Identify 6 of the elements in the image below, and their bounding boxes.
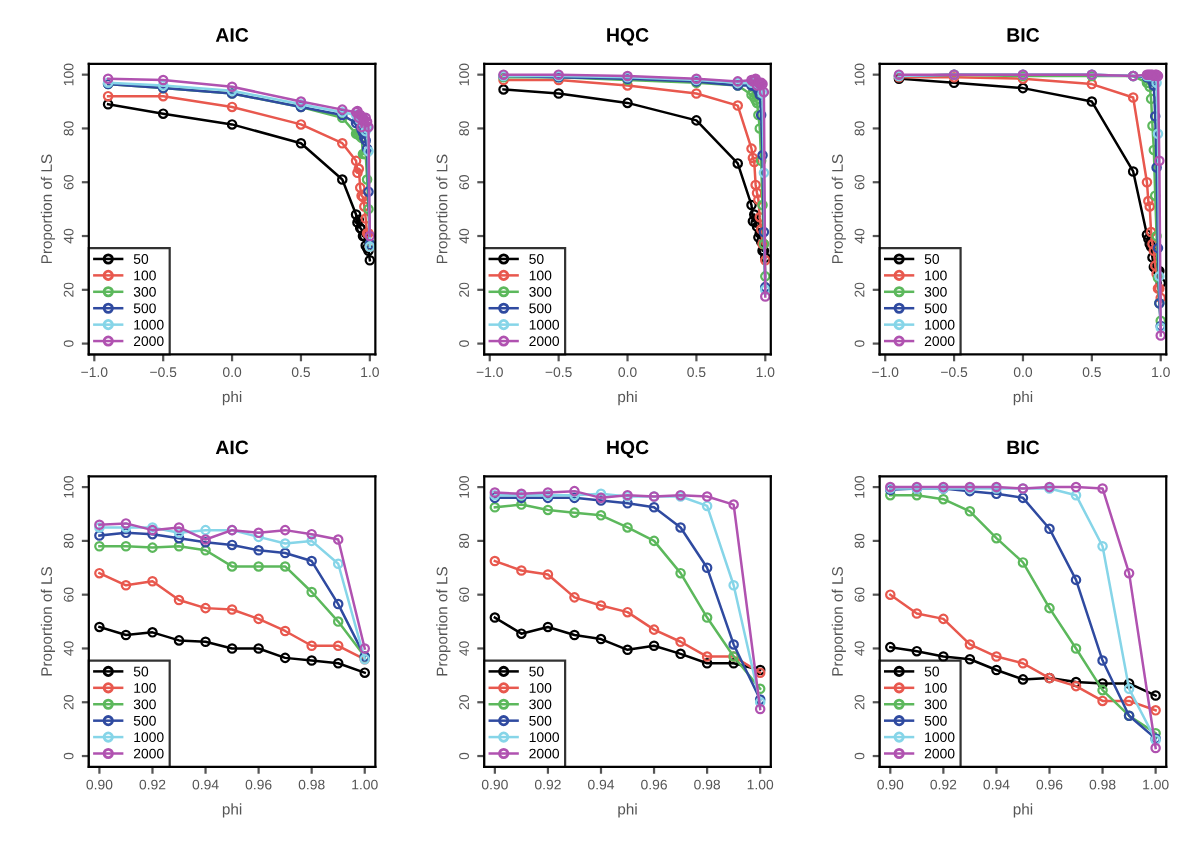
chart-title: HQC [607,28,649,46]
chart-title: AIC [215,28,249,42]
chart-title: BIC [1007,440,1040,455]
chart-title: HQC [607,440,649,458]
chart-title: BIC [1007,28,1040,42]
chart-title: AIC [215,440,249,455]
